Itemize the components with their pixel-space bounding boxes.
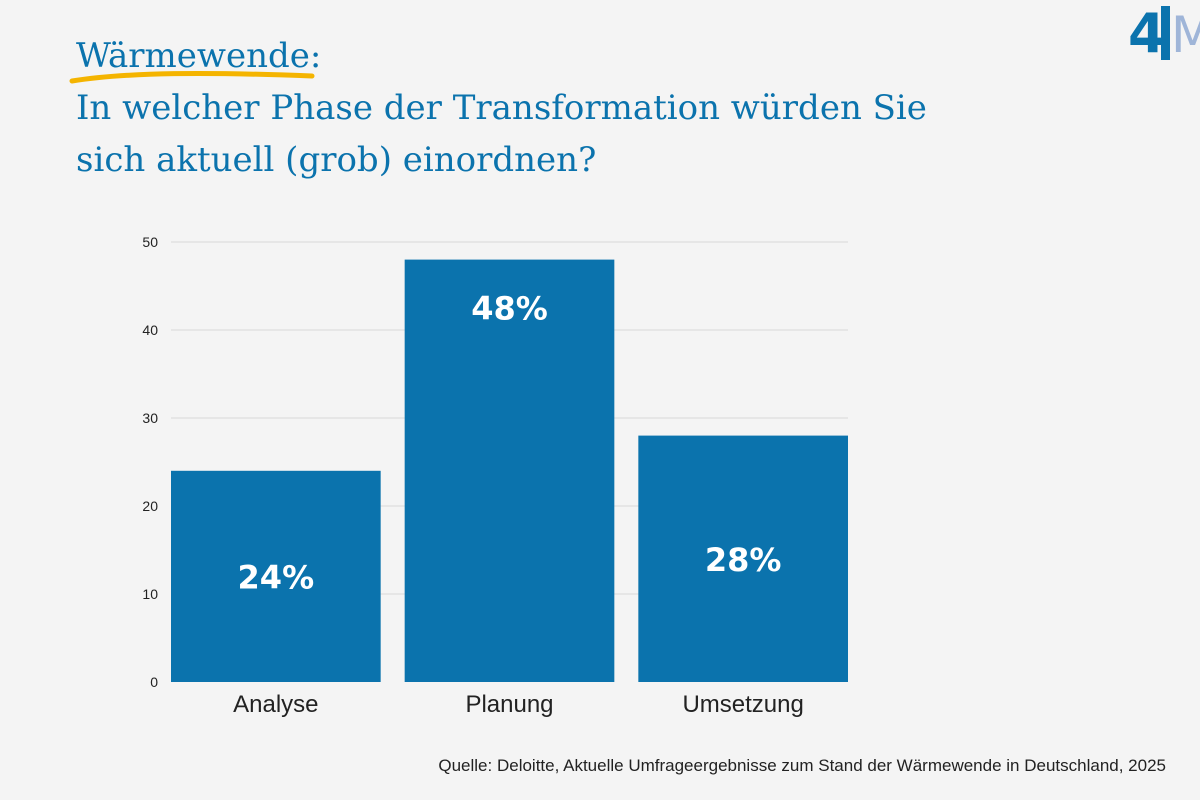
category-label-umsetzung: Umsetzung	[682, 691, 803, 718]
logo-left-text: 4	[1128, 6, 1166, 62]
y-axis-ticks: 0 10 20 30 40 50	[142, 234, 158, 690]
bar-analyse	[171, 470, 381, 682]
title-kicker: Wärmewende	[76, 36, 310, 76]
title-line-2: sich aktuell (grob) einordnen?	[76, 140, 597, 180]
category-labels: Analyse Planung Umsetzung	[233, 691, 804, 718]
logo-bar	[1161, 6, 1170, 60]
y-tick-label-40: 40	[142, 322, 158, 338]
category-label-planung: Planung	[465, 691, 553, 718]
data-label-umsetzung: 28%	[705, 541, 782, 579]
y-tick-label-30: 30	[142, 410, 158, 426]
category-label-analyse: Analyse	[233, 691, 318, 718]
title-block: Wärmewende: In welcher Phase der Transfo…	[69, 30, 1076, 186]
logo-right-text: M	[1171, 6, 1200, 62]
title-kicker-colon: :	[309, 36, 322, 76]
y-tick-label-0: 0	[150, 674, 158, 690]
bar-umsetzung	[638, 435, 848, 682]
data-labels: 24% 48% 28%	[238, 290, 782, 597]
bars	[171, 259, 848, 682]
title-line-1: In welcher Phase der Transformation würd…	[76, 88, 927, 128]
y-tick-label-20: 20	[142, 498, 158, 514]
brand-logo: 4 M	[1128, 6, 1200, 62]
y-tick-label-50: 50	[142, 234, 158, 250]
bar-planung	[404, 259, 615, 682]
data-label-planung: 48%	[471, 290, 548, 328]
y-tick-label-10: 10	[142, 586, 158, 602]
source-note: Quelle: Deloitte, Aktuelle Umfrageergebn…	[438, 756, 1166, 775]
data-label-analyse: 24%	[238, 558, 315, 596]
